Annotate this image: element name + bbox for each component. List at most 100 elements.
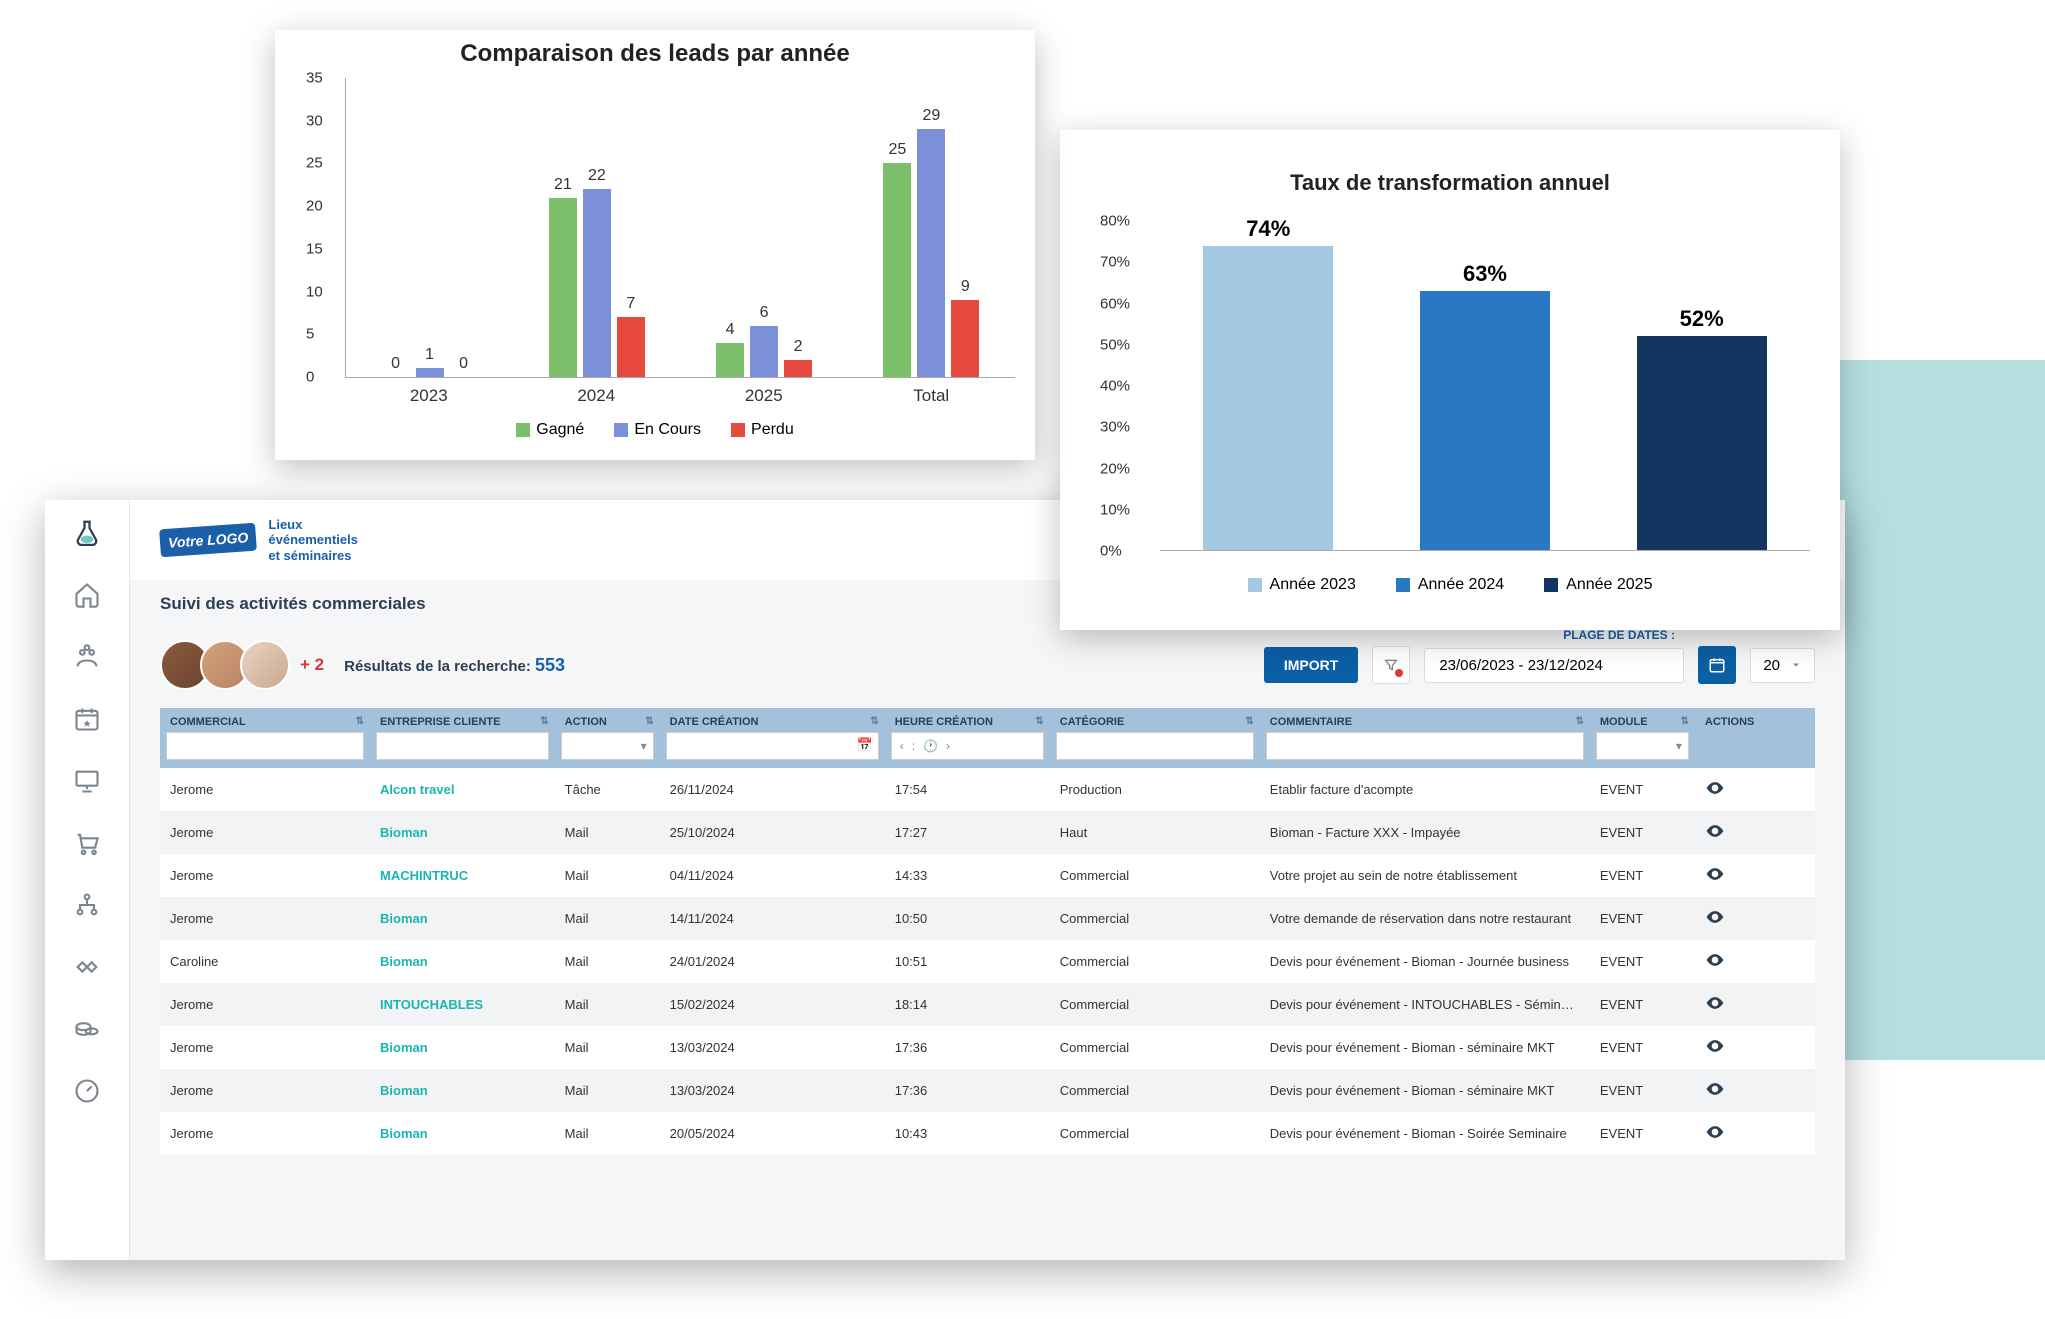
table-header-cell[interactable]: ENTREPRISE CLIENTE⇅ [370,708,555,732]
calendar-icon: 📅 [857,737,873,753]
filter-input[interactable] [1266,732,1584,760]
table-row[interactable]: JeromeBiomanMail25/10/202417:27HautBioma… [160,811,1815,854]
table-header-cell[interactable]: ACTIONS [1695,708,1815,732]
view-icon[interactable] [1705,993,1725,1013]
view-icon[interactable] [1705,778,1725,798]
chart1-ytick: 5 [306,326,314,343]
chart2-bar: 74% [1203,246,1333,550]
avatar[interactable] [240,640,290,690]
chart1-legend-item: En Cours [614,421,701,439]
import-button[interactable]: IMPORT [1264,647,1358,683]
cell-commentaire: Bioman - Facture XXX - Impayée [1260,811,1590,854]
view-icon[interactable] [1705,1079,1725,1099]
view-icon[interactable] [1705,821,1725,841]
cell-actions [1695,1112,1815,1155]
cell-heure: 10:51 [885,940,1050,983]
date-range-input[interactable]: 23/06/2023 - 23/12/2024 [1424,648,1684,683]
chart2-bar-value: 74% [1246,216,1290,242]
table-header-cell[interactable]: CATÉGORIE⇅ [1050,708,1260,732]
people-icon[interactable] [72,642,102,672]
cell-categorie: Haut [1050,811,1260,854]
view-icon[interactable] [1705,1122,1725,1142]
table-row[interactable]: JeromeAlcon travelTâche26/11/202417:54Pr… [160,768,1815,811]
hierarchy-icon[interactable] [72,890,102,920]
chart1-bar-value: 0 [391,355,400,373]
chart1-bar-value: 6 [760,304,769,322]
chart2-ytick: 20% [1100,460,1130,477]
sort-icon: ⇅ [645,716,653,727]
cell-actions [1695,1069,1815,1112]
table-header-cell[interactable]: COMMERCIAL⇅ [160,708,370,732]
table-row[interactable]: JeromeMACHINTRUCMail04/11/202414:33Comme… [160,854,1815,897]
table-header-cell[interactable]: MODULE⇅ [1590,708,1695,732]
cell-actions [1695,1026,1815,1069]
cell-commentaire: Etablir facture d'acompte [1260,768,1590,811]
cell-categorie: Commercial [1050,897,1260,940]
cell-commentaire: Devis pour événement - INTOUCHABLES - Sé… [1260,983,1590,1026]
calendar-button[interactable] [1698,646,1736,684]
cell-heure: 17:54 [885,768,1050,811]
cell-entreprise[interactable]: MACHINTRUC [370,854,555,897]
transformation-rate-chart: Taux de transformation annuel 0%10%20%30… [1060,130,1840,630]
table-row[interactable]: JeromeBiomanMail20/05/202410:43Commercia… [160,1112,1815,1155]
cell-entreprise[interactable]: INTOUCHABLES [370,983,555,1026]
filter-badge-icon [1395,669,1403,677]
table-row[interactable]: JeromeINTOUCHABLESMail15/02/202418:14Com… [160,983,1815,1026]
cell-entreprise[interactable]: Bioman [370,811,555,854]
gauge-icon[interactable] [72,1076,102,1106]
filter-button[interactable] [1372,646,1410,684]
chart1-legend-item: Gagné [516,421,584,439]
cell-heure: 10:50 [885,897,1050,940]
chart2-ytick: 0% [1100,543,1122,560]
filter-select[interactable]: ▾ [1596,732,1689,760]
cell-commercial: Jerome [160,897,370,940]
presentation-icon[interactable] [72,766,102,796]
filter-date-input[interactable] [666,732,879,760]
chart1-xlabel: 2024 [513,378,681,406]
table-header-cell[interactable]: HEURE CRÉATION⇅ [885,708,1050,732]
view-icon[interactable] [1705,864,1725,884]
avatar-more[interactable]: + 2 [300,655,324,675]
table-row[interactable]: CarolineBiomanMail24/01/202410:51Commerc… [160,940,1815,983]
handshake-icon[interactable] [72,952,102,982]
cell-date: 14/11/2024 [660,897,885,940]
view-icon[interactable] [1705,950,1725,970]
chart1-ytick: 30 [306,112,323,129]
table-header-cell[interactable]: ACTION⇅ [555,708,660,732]
cell-categorie: Commercial [1050,1112,1260,1155]
filter-select[interactable]: ▾ [561,732,654,760]
chart1-xlabel: 2025 [680,378,848,406]
flask-icon[interactable] [72,518,102,548]
table-row[interactable]: JeromeBiomanMail13/03/202417:36Commercia… [160,1026,1815,1069]
table-header-cell[interactable]: DATE CRÉATION⇅ [660,708,885,732]
cell-commercial: Jerome [160,1069,370,1112]
chart1-ytick: 35 [306,70,323,87]
table-row[interactable]: JeromeBiomanMail13/03/202417:36Commercia… [160,1069,1815,1112]
filter-input[interactable] [166,732,364,760]
cell-entreprise[interactable]: Bioman [370,897,555,940]
table-row[interactable]: JeromeBiomanMail14/11/202410:50Commercia… [160,897,1815,940]
chevron-right-icon: › [946,739,950,753]
cell-entreprise[interactable]: Alcon travel [370,768,555,811]
filter-time[interactable]: ‹:🕐› [891,732,1044,760]
cell-commercial: Jerome [160,1026,370,1069]
chart2-bar: 52% [1637,336,1767,550]
coins-icon[interactable] [72,1014,102,1044]
cell-entreprise[interactable]: Bioman [370,1069,555,1112]
table-header-cell[interactable]: COMMENTAIRE⇅ [1260,708,1590,732]
page-size-select[interactable]: 20 [1750,648,1815,683]
logo[interactable]: Votre LOGO Lieux événementiels et sémina… [160,517,358,564]
chart1-ytick: 10 [306,283,323,300]
cell-entreprise[interactable]: Bioman [370,1112,555,1155]
filter-input[interactable] [376,732,549,760]
cart-icon[interactable] [72,828,102,858]
cell-heure: 10:43 [885,1112,1050,1155]
cell-entreprise[interactable]: Bioman [370,1026,555,1069]
filter-input[interactable] [1056,732,1254,760]
view-icon[interactable] [1705,1036,1725,1056]
calendar-icon[interactable] [72,704,102,734]
view-icon[interactable] [1705,907,1725,927]
cell-module: EVENT [1590,1069,1695,1112]
cell-entreprise[interactable]: Bioman [370,940,555,983]
home-icon[interactable] [72,580,102,610]
